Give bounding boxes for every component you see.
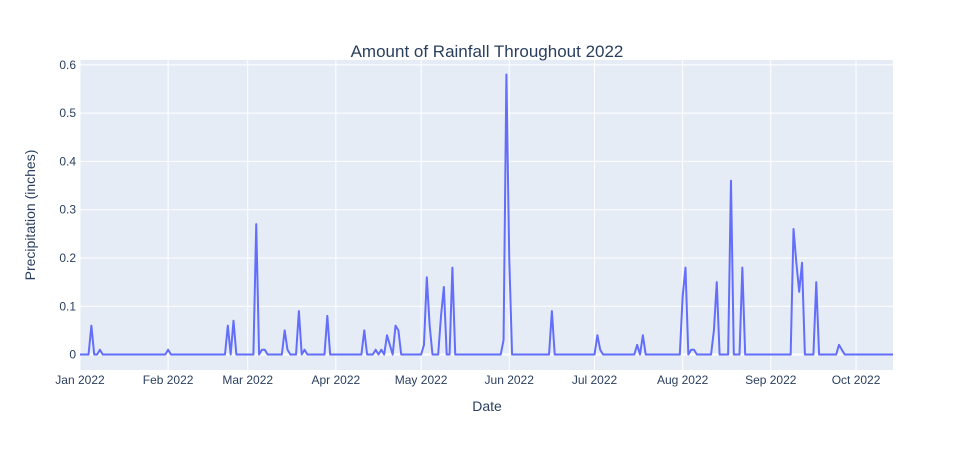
- data-point[interactable]: [795, 288, 803, 296]
- data-point[interactable]: [815, 351, 823, 359]
- y-tick-label: 0: [69, 348, 76, 362]
- x-tick-label: Jun 2022: [485, 373, 535, 387]
- data-point[interactable]: [693, 351, 701, 359]
- data-point[interactable]: [741, 351, 749, 359]
- data-point[interactable]: [798, 259, 806, 267]
- data-point[interactable]: [679, 293, 687, 301]
- chart-title: Amount of Rainfall Throughout 2022: [351, 42, 624, 61]
- data-point[interactable]: [434, 351, 442, 359]
- data-point[interactable]: [502, 70, 510, 78]
- plot-area: [80, 60, 893, 370]
- data-point[interactable]: [232, 351, 240, 359]
- data-point[interactable]: [360, 326, 368, 334]
- data-point[interactable]: [727, 177, 735, 185]
- data-point[interactable]: [551, 351, 559, 359]
- data-point[interactable]: [380, 351, 388, 359]
- y-axis-title: Precipitation (inches): [22, 150, 38, 281]
- data-point[interactable]: [790, 225, 798, 233]
- y-tick-label: 0.4: [59, 154, 76, 168]
- data-point[interactable]: [440, 283, 448, 291]
- data-point[interactable]: [713, 278, 721, 286]
- x-tick-label: Oct 2022: [832, 373, 881, 387]
- data-point[interactable]: [230, 317, 238, 325]
- data-point[interactable]: [437, 312, 445, 320]
- data-point[interactable]: [99, 351, 107, 359]
- y-tick-labels: 0 0.1 0.2 0.3 0.4 0.5 0.6: [59, 58, 76, 362]
- data-point[interactable]: [264, 351, 272, 359]
- series-line: [80, 73, 893, 356]
- x-tick-labels: Jan 2022 Feb 2022 Mar 2022 Apr 2022 May 2022…: [55, 373, 880, 387]
- data-point[interactable]: [505, 254, 513, 262]
- series-group: [76, 70, 897, 359]
- data-point[interactable]: [812, 278, 820, 286]
- data-point[interactable]: [707, 351, 715, 359]
- data-point[interactable]: [599, 351, 607, 359]
- data-point[interactable]: [710, 326, 718, 334]
- x-tick-label: Apr 2022: [311, 373, 360, 387]
- data-point[interactable]: [716, 351, 724, 359]
- data-point[interactable]: [548, 307, 556, 315]
- data-point[interactable]: [639, 331, 647, 339]
- data-point[interactable]: [281, 326, 289, 334]
- data-point[interactable]: [633, 341, 641, 349]
- data-point[interactable]: [889, 351, 897, 359]
- data-point[interactable]: [323, 312, 331, 320]
- data-point[interactable]: [76, 351, 84, 359]
- y-tick-label: 0.5: [59, 106, 76, 120]
- data-point[interactable]: [303, 351, 311, 359]
- data-point[interactable]: [448, 264, 456, 272]
- data-point[interactable]: [426, 322, 434, 330]
- y-tick-label: 0.6: [59, 58, 76, 72]
- data-point[interactable]: [738, 264, 746, 272]
- data-point[interactable]: [787, 351, 795, 359]
- data-point[interactable]: [841, 351, 849, 359]
- data-point[interactable]: [87, 322, 95, 330]
- data-point[interactable]: [252, 220, 260, 228]
- x-axis-title: Date: [472, 398, 502, 414]
- x-tick-label: Aug 2022: [657, 373, 709, 387]
- x-tick-label: Jan 2022: [55, 373, 105, 387]
- data-point[interactable]: [389, 351, 397, 359]
- data-point[interactable]: [423, 273, 431, 281]
- x-tick-label: May 2022: [395, 373, 448, 387]
- data-point[interactable]: [295, 307, 303, 315]
- grid-lines: [79, 60, 893, 370]
- data-point[interactable]: [801, 351, 809, 359]
- data-point[interactable]: [676, 351, 684, 359]
- x-tick-label: Jul 2022: [572, 373, 618, 387]
- data-point[interactable]: [417, 351, 425, 359]
- data-point[interactable]: [394, 326, 402, 334]
- data-point[interactable]: [642, 351, 650, 359]
- data-point[interactable]: [397, 351, 405, 359]
- y-tick-label: 0.1: [59, 299, 76, 313]
- data-point[interactable]: [326, 351, 334, 359]
- data-point[interactable]: [451, 351, 459, 359]
- x-tick-label: Feb 2022: [143, 373, 194, 387]
- data-point[interactable]: [420, 341, 428, 349]
- x-tick-label: Sep 2022: [745, 373, 797, 387]
- data-point[interactable]: [386, 341, 394, 349]
- data-point[interactable]: [508, 351, 516, 359]
- data-point[interactable]: [681, 264, 689, 272]
- x-tick-label: Mar 2022: [222, 373, 273, 387]
- data-point[interactable]: [593, 331, 601, 339]
- data-point[interactable]: [167, 351, 175, 359]
- data-point[interactable]: [383, 331, 391, 339]
- data-point[interactable]: [500, 336, 508, 344]
- y-tick-label: 0.2: [59, 251, 76, 265]
- y-tick-label: 0.3: [59, 203, 76, 217]
- data-point[interactable]: [497, 351, 505, 359]
